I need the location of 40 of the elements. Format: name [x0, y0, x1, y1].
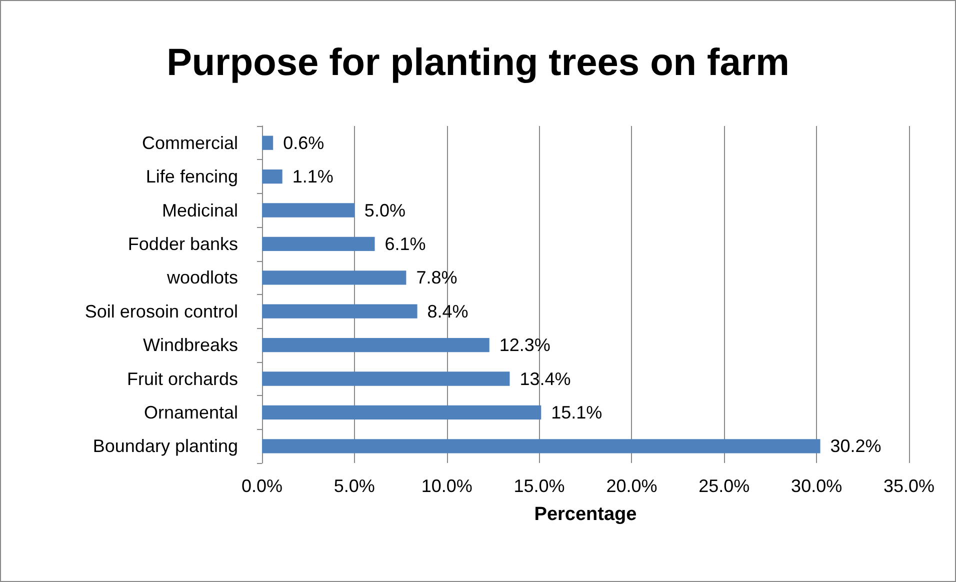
- x-tick-label: 10.0%: [421, 476, 472, 496]
- x-axis-title: Percentage: [534, 504, 637, 525]
- bar: [262, 270, 406, 285]
- y-tick-label: woodlots: [166, 268, 238, 288]
- bar: [262, 236, 375, 252]
- data-label: 30.2%: [830, 436, 882, 456]
- data-label: 1.1%: [292, 166, 334, 187]
- data-label: 6.1%: [384, 234, 426, 254]
- x-tick-label: 20.0%: [606, 476, 658, 496]
- x-tick-label: 30.0%: [791, 476, 842, 496]
- data-label: 15.1%: [551, 402, 602, 422]
- bar: [262, 405, 542, 420]
- bar: [262, 372, 510, 386]
- y-tick-label: Boundary planting: [92, 436, 238, 456]
- y-tick-label: Fruit orchards: [126, 368, 238, 389]
- y-tick-label: Life fencing: [146, 166, 238, 187]
- y-tick-label: Fodder banks: [128, 234, 238, 254]
- y-tick-label: Windbreaks: [142, 335, 238, 356]
- x-tick-label: 5.0%: [334, 476, 375, 496]
- data-label: 7.8%: [416, 268, 458, 288]
- data-label: 0.6%: [283, 132, 324, 153]
- y-tick-label: Soil erosoin control: [84, 301, 238, 322]
- x-tick-label: 25.0%: [698, 476, 750, 496]
- bar: [262, 439, 820, 454]
- x-tick-label: 15.0%: [514, 476, 565, 496]
- bar: [262, 304, 418, 318]
- bar: [262, 169, 282, 184]
- data-label: 13.4%: [520, 368, 571, 389]
- bar: [262, 203, 354, 218]
- x-tick-label: 35.0%: [883, 476, 935, 496]
- data-label: 5.0%: [364, 200, 406, 220]
- bar: [262, 338, 490, 352]
- data-label: 8.4%: [427, 301, 468, 322]
- y-tick-label: Medicinal: [162, 200, 238, 220]
- chart-title: Purpose for planting trees on farm: [166, 42, 790, 84]
- y-tick-label: Ornamental: [144, 402, 238, 422]
- x-tick-label: 0.0%: [241, 476, 283, 496]
- data-label: 12.3%: [499, 335, 550, 356]
- bar: [262, 136, 274, 150]
- y-tick-label: Commercial: [142, 132, 238, 153]
